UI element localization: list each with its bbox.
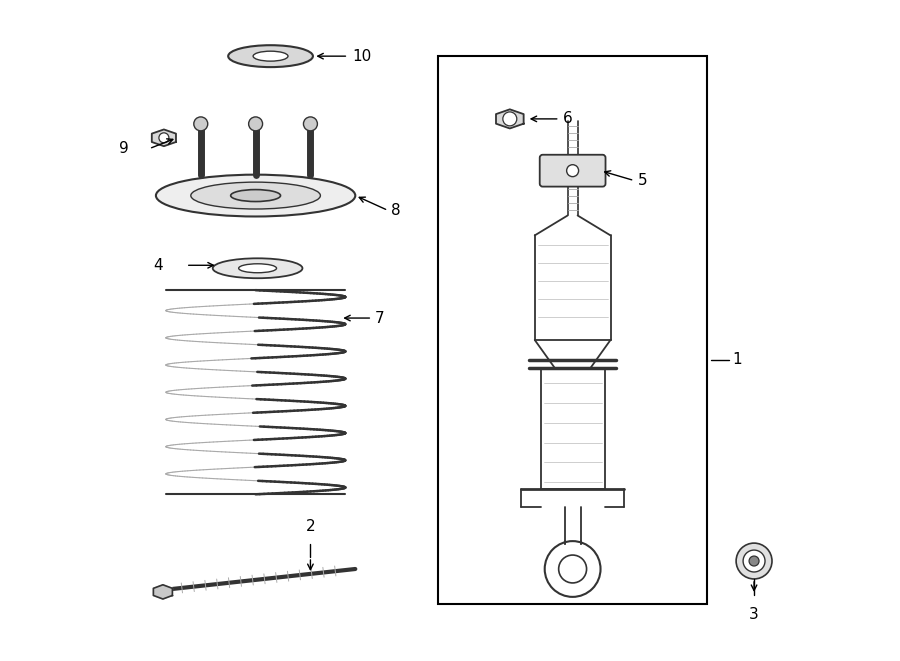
Ellipse shape <box>191 182 320 209</box>
Text: 10: 10 <box>352 49 372 63</box>
Ellipse shape <box>253 51 288 61</box>
Text: 6: 6 <box>562 112 572 126</box>
Text: 5: 5 <box>637 173 647 188</box>
Text: 1: 1 <box>732 352 742 368</box>
Ellipse shape <box>212 258 302 278</box>
Circle shape <box>559 555 587 583</box>
Circle shape <box>544 541 600 597</box>
Circle shape <box>749 556 759 566</box>
Polygon shape <box>153 585 173 599</box>
Text: 8: 8 <box>392 203 400 218</box>
Text: 9: 9 <box>119 141 129 156</box>
Circle shape <box>248 117 263 131</box>
Text: 2: 2 <box>306 519 315 534</box>
Circle shape <box>159 133 169 143</box>
Polygon shape <box>152 130 176 146</box>
Bar <box>438 56 707 604</box>
Circle shape <box>567 165 579 176</box>
FancyBboxPatch shape <box>540 155 606 186</box>
Ellipse shape <box>229 45 313 67</box>
Ellipse shape <box>230 190 281 202</box>
Circle shape <box>503 112 517 126</box>
Text: 7: 7 <box>375 311 385 326</box>
Circle shape <box>303 117 318 131</box>
Circle shape <box>743 550 765 572</box>
Polygon shape <box>496 109 524 128</box>
Circle shape <box>194 117 208 131</box>
Circle shape <box>736 543 772 579</box>
Text: 4: 4 <box>153 258 163 273</box>
Text: 3: 3 <box>749 607 759 622</box>
Ellipse shape <box>238 264 276 273</box>
Ellipse shape <box>156 175 356 217</box>
